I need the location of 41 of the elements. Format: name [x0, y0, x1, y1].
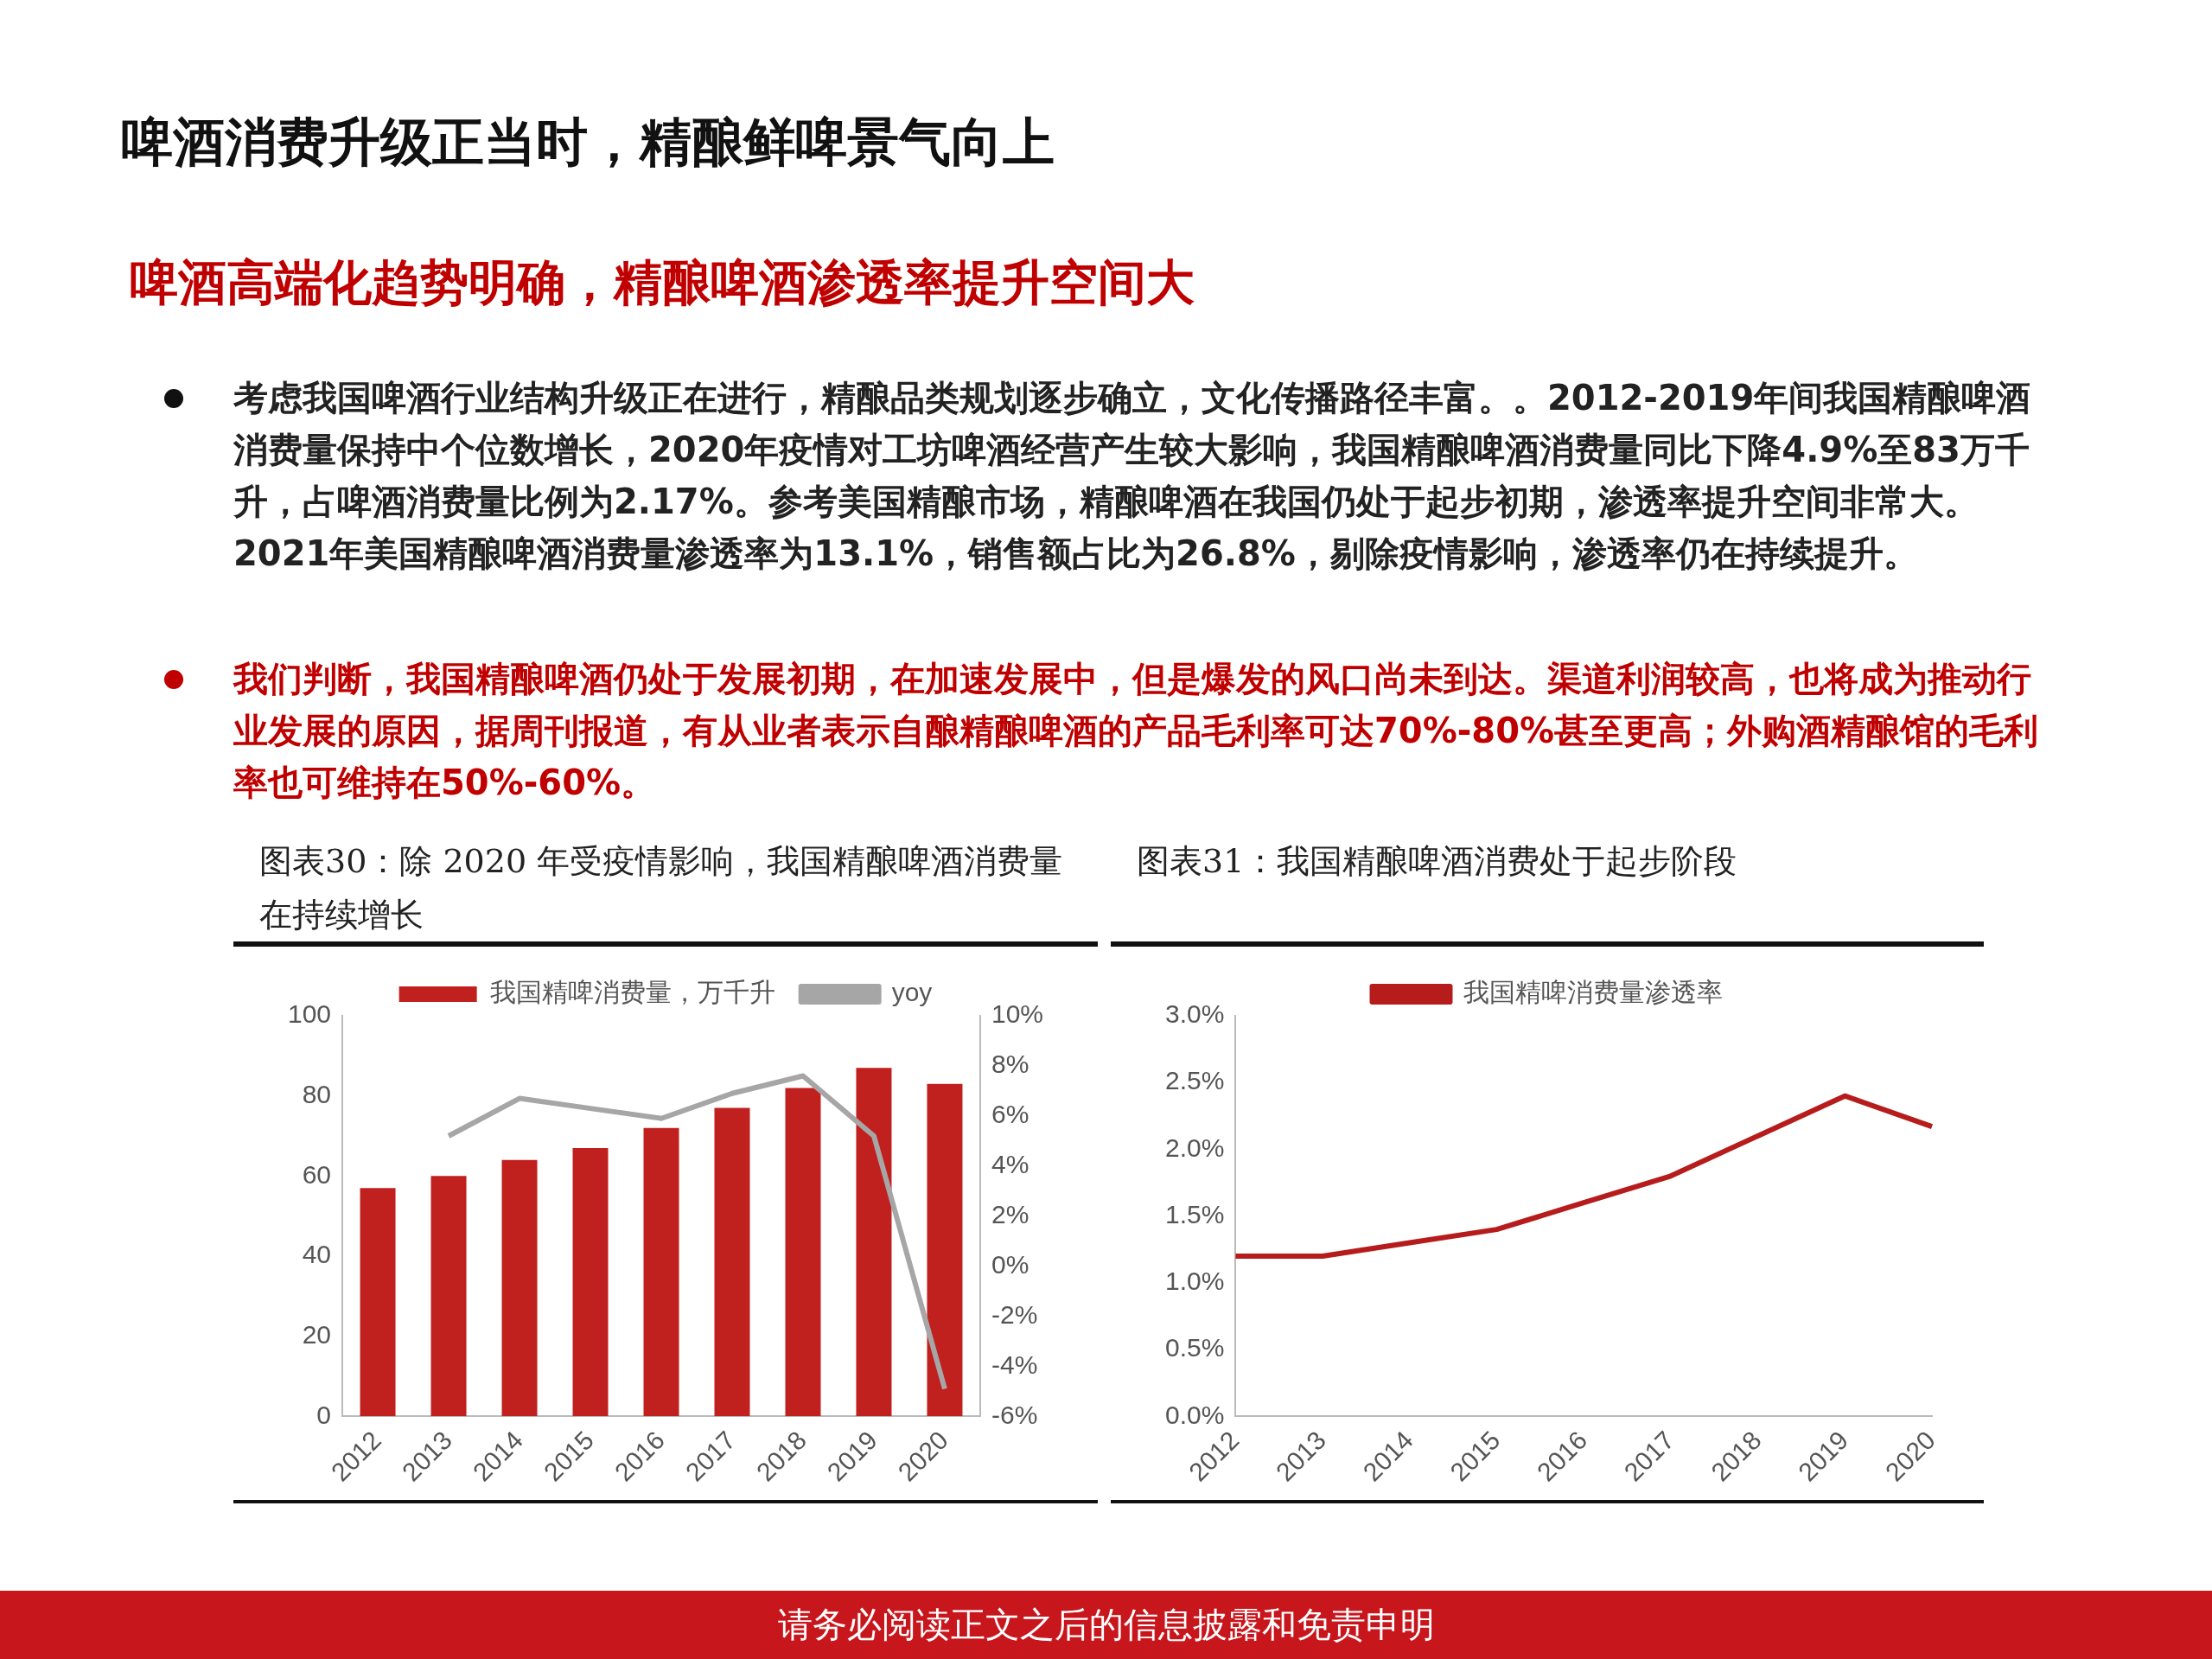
y2-tick-label: -4% — [991, 1350, 1038, 1379]
y-tick-label: 20 — [302, 1319, 332, 1349]
text: 考虑我国啤酒行业结构升级正在进行，精酿品类规划逐步确立，文化传播路径丰富。。2012-2019年间我国精酿啤酒消费量保持中个位数增长，2020年疫情对工坊啤酒经营产生较大影响，我国精酿啤酒消费量同比下降4.9%至83万千升，占啤酒消费量比例为2.17%。参考美国精酿市场，精酿啤酒在我国仍处于起步初期，渗透率提升空间非常大。2021年美国精酿啤酒消费量渗透率为13.1%，销售额占比为26.8%，剔除疫情影响，渗透率仍在持续提升。 — [233, 378, 2031, 573]
y-tick-label: 0 — [316, 1400, 332, 1429]
legend-label: 我国精啤消费量渗透率 — [1463, 978, 1723, 1007]
bar — [856, 1068, 892, 1417]
chart-title: 图表31：我国精酿啤酒消费处于起步阶段 — [1136, 841, 1738, 882]
text: 我们判断，我国精酿啤酒仍处于发展初期，在加速发展中，但是爆发的风口尚未到达。渠道利润较高，也将成为推动行业发展的原因，据周刊报道，有从业者表示自酿精酿啤酒的产品毛利率可达70%-80%甚至更高；外购酒精酿馆的毛利率也可维持在50%-60%。 — [233, 659, 2039, 802]
bar — [360, 1188, 396, 1417]
y-tick-label: 1.5% — [1164, 1199, 1225, 1228]
y2-tick-label: 8% — [991, 1050, 1030, 1079]
y-tick-label: 60 — [302, 1159, 332, 1189]
text: 啤酒消费升级正当时，精酿鲜啤景气向上 — [121, 111, 1055, 174]
bar — [572, 1147, 609, 1417]
y2-tick-label: -6% — [991, 1400, 1038, 1429]
y-tick-label: 0.5% — [1164, 1333, 1225, 1362]
y-tick-label: 2.0% — [1164, 1133, 1225, 1162]
y-tick-label: 3.0% — [1164, 999, 1225, 1029]
bar — [501, 1159, 538, 1417]
text: 请务必阅读正文之后的信息披露和免责申明 — [0, 1591, 2212, 1659]
y-tick-label: 2.5% — [1164, 1066, 1225, 1095]
y-tick-label: 100 — [287, 999, 332, 1029]
text: 啤酒高端化趋势明确，精酿啤酒渗透率提升空间大 — [130, 253, 1195, 312]
legend-label: 我国精啤消费量，万千升 — [489, 978, 775, 1007]
bar — [927, 1083, 963, 1417]
bar — [785, 1088, 821, 1417]
y-tick-label: 40 — [302, 1240, 332, 1269]
y2-tick-label: 6% — [991, 1100, 1030, 1129]
y-tick-label: 0.0% — [1164, 1400, 1225, 1429]
chart-title: 图表30：除 2020 年受疫情影响，我国精酿啤酒消费量在持续增长 — [258, 841, 1064, 935]
y-tick-label: 1.0% — [1164, 1267, 1225, 1296]
legend-label: yoy — [891, 978, 933, 1007]
y-tick-label: 80 — [302, 1079, 332, 1108]
y2-tick-label: -2% — [991, 1299, 1038, 1329]
y2-tick-label: 0% — [991, 1249, 1030, 1279]
bar — [714, 1107, 750, 1417]
bar — [643, 1127, 679, 1417]
y2-tick-label: 10% — [991, 999, 1043, 1029]
y2-tick-label: 4% — [991, 1150, 1030, 1179]
y2-tick-label: 2% — [991, 1199, 1030, 1228]
bar — [430, 1176, 467, 1417]
